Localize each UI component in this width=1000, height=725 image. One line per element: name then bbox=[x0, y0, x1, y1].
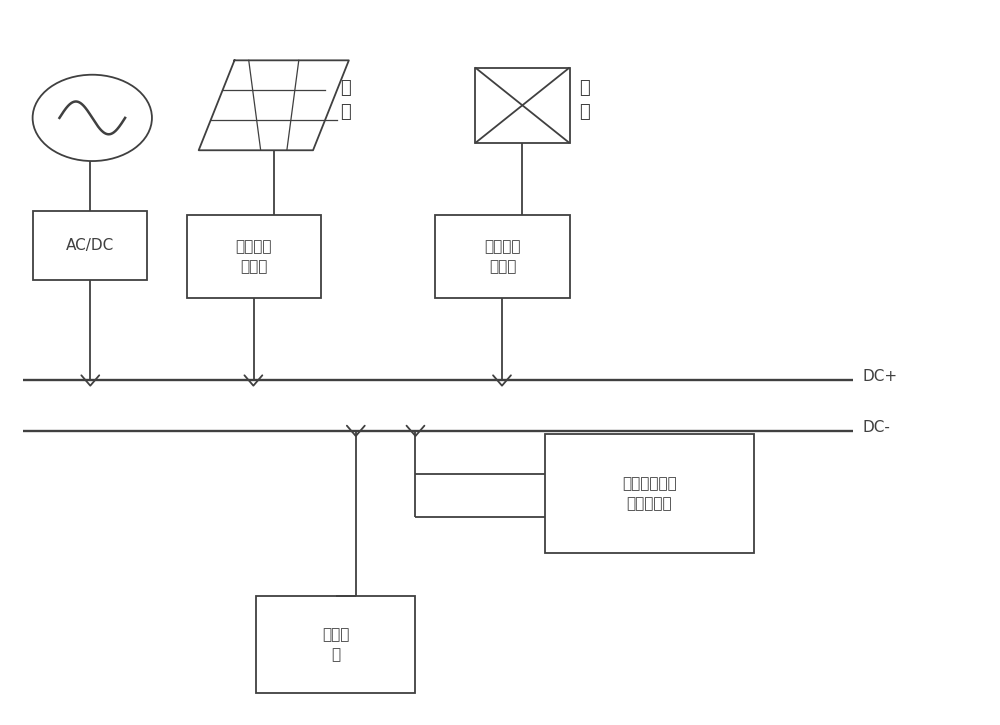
Text: DC+: DC+ bbox=[863, 370, 898, 384]
Text: 风力功率
控制器: 风力功率 控制器 bbox=[484, 239, 521, 274]
Bar bbox=[545, 434, 754, 553]
Bar bbox=[187, 215, 321, 298]
Polygon shape bbox=[199, 60, 349, 150]
Bar bbox=[475, 67, 570, 143]
Text: 平抑母线电压
突变的装置: 平抑母线电压 突变的装置 bbox=[622, 476, 677, 511]
Text: 光
伏: 光 伏 bbox=[340, 79, 351, 120]
Text: AC/DC: AC/DC bbox=[66, 238, 114, 253]
Bar bbox=[435, 215, 570, 298]
Bar bbox=[33, 212, 147, 280]
Text: 光伏功率
控制器: 光伏功率 控制器 bbox=[236, 239, 272, 274]
Bar bbox=[256, 597, 415, 693]
Text: DC-: DC- bbox=[863, 420, 891, 435]
Text: 数据中
心: 数据中 心 bbox=[322, 627, 350, 662]
Text: 风
电: 风 电 bbox=[579, 79, 590, 120]
